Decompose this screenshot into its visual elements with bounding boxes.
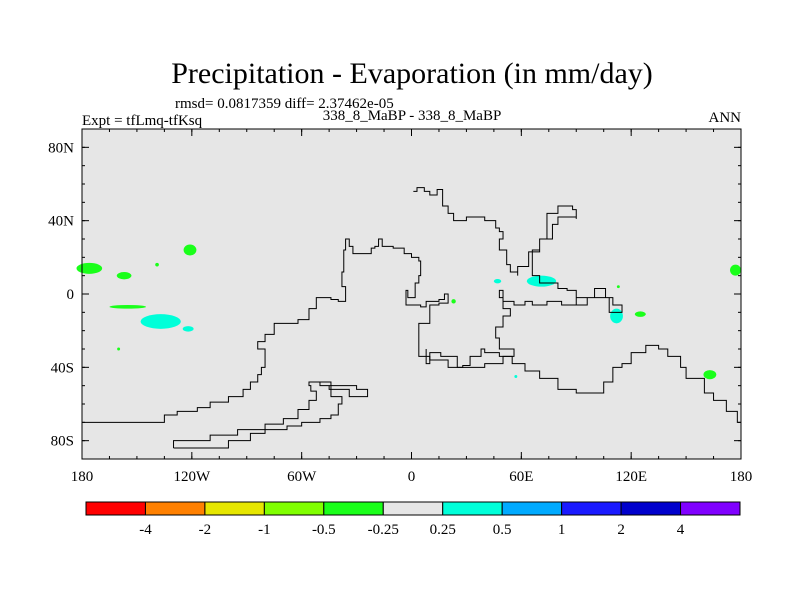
season-label: ANN (709, 110, 742, 126)
anomaly-patch (140, 314, 181, 329)
anomaly-patch (155, 262, 159, 267)
anomaly-layer (76, 244, 742, 380)
colorbar-label: -4 (139, 522, 152, 538)
anomaly-patch (703, 370, 717, 380)
coastline-layer (82, 187, 741, 449)
anomaly-patch (182, 326, 194, 332)
anomaly-patch (730, 264, 742, 276)
colorbar-label: -0.5 (312, 522, 336, 538)
colorbar-swatch (85, 501, 146, 516)
experiment-label: Expt = tfLmq-tfKsq (82, 113, 203, 129)
colorbar-swatch (144, 501, 206, 516)
coastline (82, 238, 741, 423)
colorbar-swatch (501, 501, 563, 516)
y-tick-label: 40N (48, 214, 74, 230)
colorbar-label: 0.5 (493, 522, 512, 538)
colorbar-label: 0.25 (430, 522, 456, 538)
colorbar-swatch (561, 501, 622, 516)
anomaly-patch (514, 375, 518, 378)
y-tick-label: 0 (67, 287, 75, 303)
anomaly-patch (76, 262, 103, 274)
x-tick-label: 60E (509, 469, 533, 485)
colorbar-swatch (442, 501, 503, 516)
x-tick-label: 120E (615, 469, 647, 485)
stats-label: rmsd= 0.0817359 diff= 2.37462e-05 (175, 96, 394, 112)
colorbar-label: -0.25 (368, 522, 399, 538)
map-plot: 180 120W 60W 0 60E 120E 180 80N 40N 0 40S 80S (48, 128, 753, 485)
x-tick-label: 0 (408, 469, 416, 485)
colorbar-label: 2 (617, 522, 625, 538)
coastline (173, 381, 343, 449)
y-axis-ticks: 80N 40N 0 40S 80S (48, 140, 741, 450)
colorbar-label: -1 (258, 522, 271, 538)
y-tick-label: 80N (48, 140, 74, 156)
x-tick-label: 180 (730, 469, 753, 485)
chart-title: Precipitation - Evaporation (in mm/day) (171, 57, 653, 90)
case-label: 338_8_MaBP - 338_8_MaBP (323, 108, 502, 124)
colorbar-swatch (263, 501, 325, 516)
colorbar-swatch (620, 501, 682, 516)
colorbar-label: -2 (199, 522, 212, 538)
colorbar-swatch (323, 501, 384, 516)
anomaly-patch (116, 272, 132, 280)
anomaly-patch (117, 347, 121, 351)
colorbar-swatch (382, 501, 444, 516)
y-tick-label: 40S (51, 360, 74, 376)
anomaly-patch (451, 299, 456, 304)
anomaly-patch (634, 311, 646, 317)
coastline (319, 381, 369, 398)
anomaly-patch (493, 278, 502, 284)
colorbar-label: 1 (558, 522, 566, 538)
colorbar-swatch (680, 501, 741, 516)
x-tick-label: 60W (287, 469, 317, 485)
anomaly-patch (109, 305, 147, 309)
x-tick-label: 120W (173, 469, 211, 485)
x-axis-ticks: 180 120W 60W 0 60E 120E 180 (71, 129, 753, 485)
coastline (413, 187, 623, 368)
y-tick-label: 80S (51, 434, 74, 450)
anomaly-patch (616, 285, 620, 289)
map-background (82, 129, 741, 459)
anomaly-patch (610, 308, 623, 324)
x-tick-label: 180 (71, 469, 94, 485)
colorbar-label: 4 (677, 522, 685, 538)
anomaly-patch (183, 244, 197, 256)
anomaly-patch (526, 275, 557, 287)
colorbar-swatch (204, 501, 265, 516)
colorbar: -4 -2 -1 -0.5 -0.25 0.25 0.5 1 2 4 (85, 501, 741, 538)
